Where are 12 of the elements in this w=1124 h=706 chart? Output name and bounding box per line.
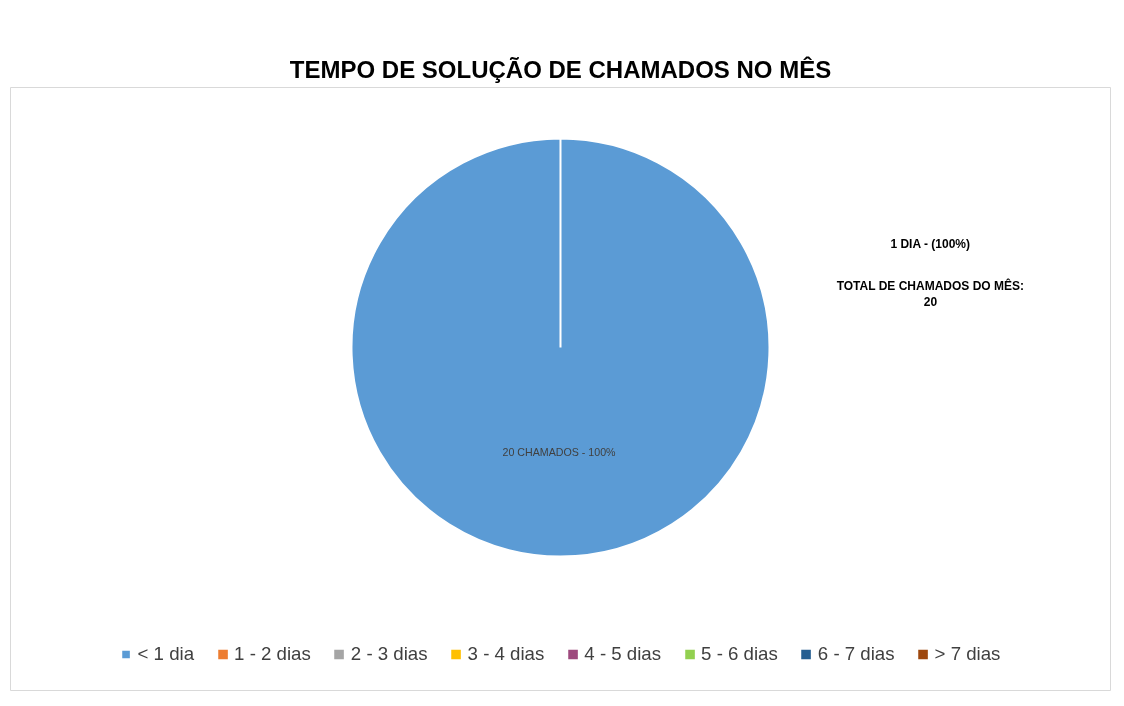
legend-label: 1 - 2 dias — [234, 643, 311, 665]
legend-label: < 1 dia — [137, 643, 195, 665]
data-label: 20 CHAMADOS - 100% — [502, 446, 617, 458]
legend-label: 3 - 4 dias — [467, 643, 545, 665]
legend-label: > 7 dias — [934, 643, 1001, 665]
legend-label: 4 - 5 dias — [584, 643, 662, 665]
text: 1 DIA - (100%) — [890, 236, 970, 251]
legend-label: 2 - 3 dias — [350, 643, 428, 665]
text: TOTAL DE CHAMADOS DO MÊS: 20 — [836, 277, 1024, 310]
legend-label: 6 - 7 dias — [817, 643, 895, 665]
chart-title: TEMPO DE SOLUÇÃO DE CHAMADOS NO MÊS — [289, 55, 832, 83]
legend-label: 5 - 6 dias — [701, 643, 778, 665]
